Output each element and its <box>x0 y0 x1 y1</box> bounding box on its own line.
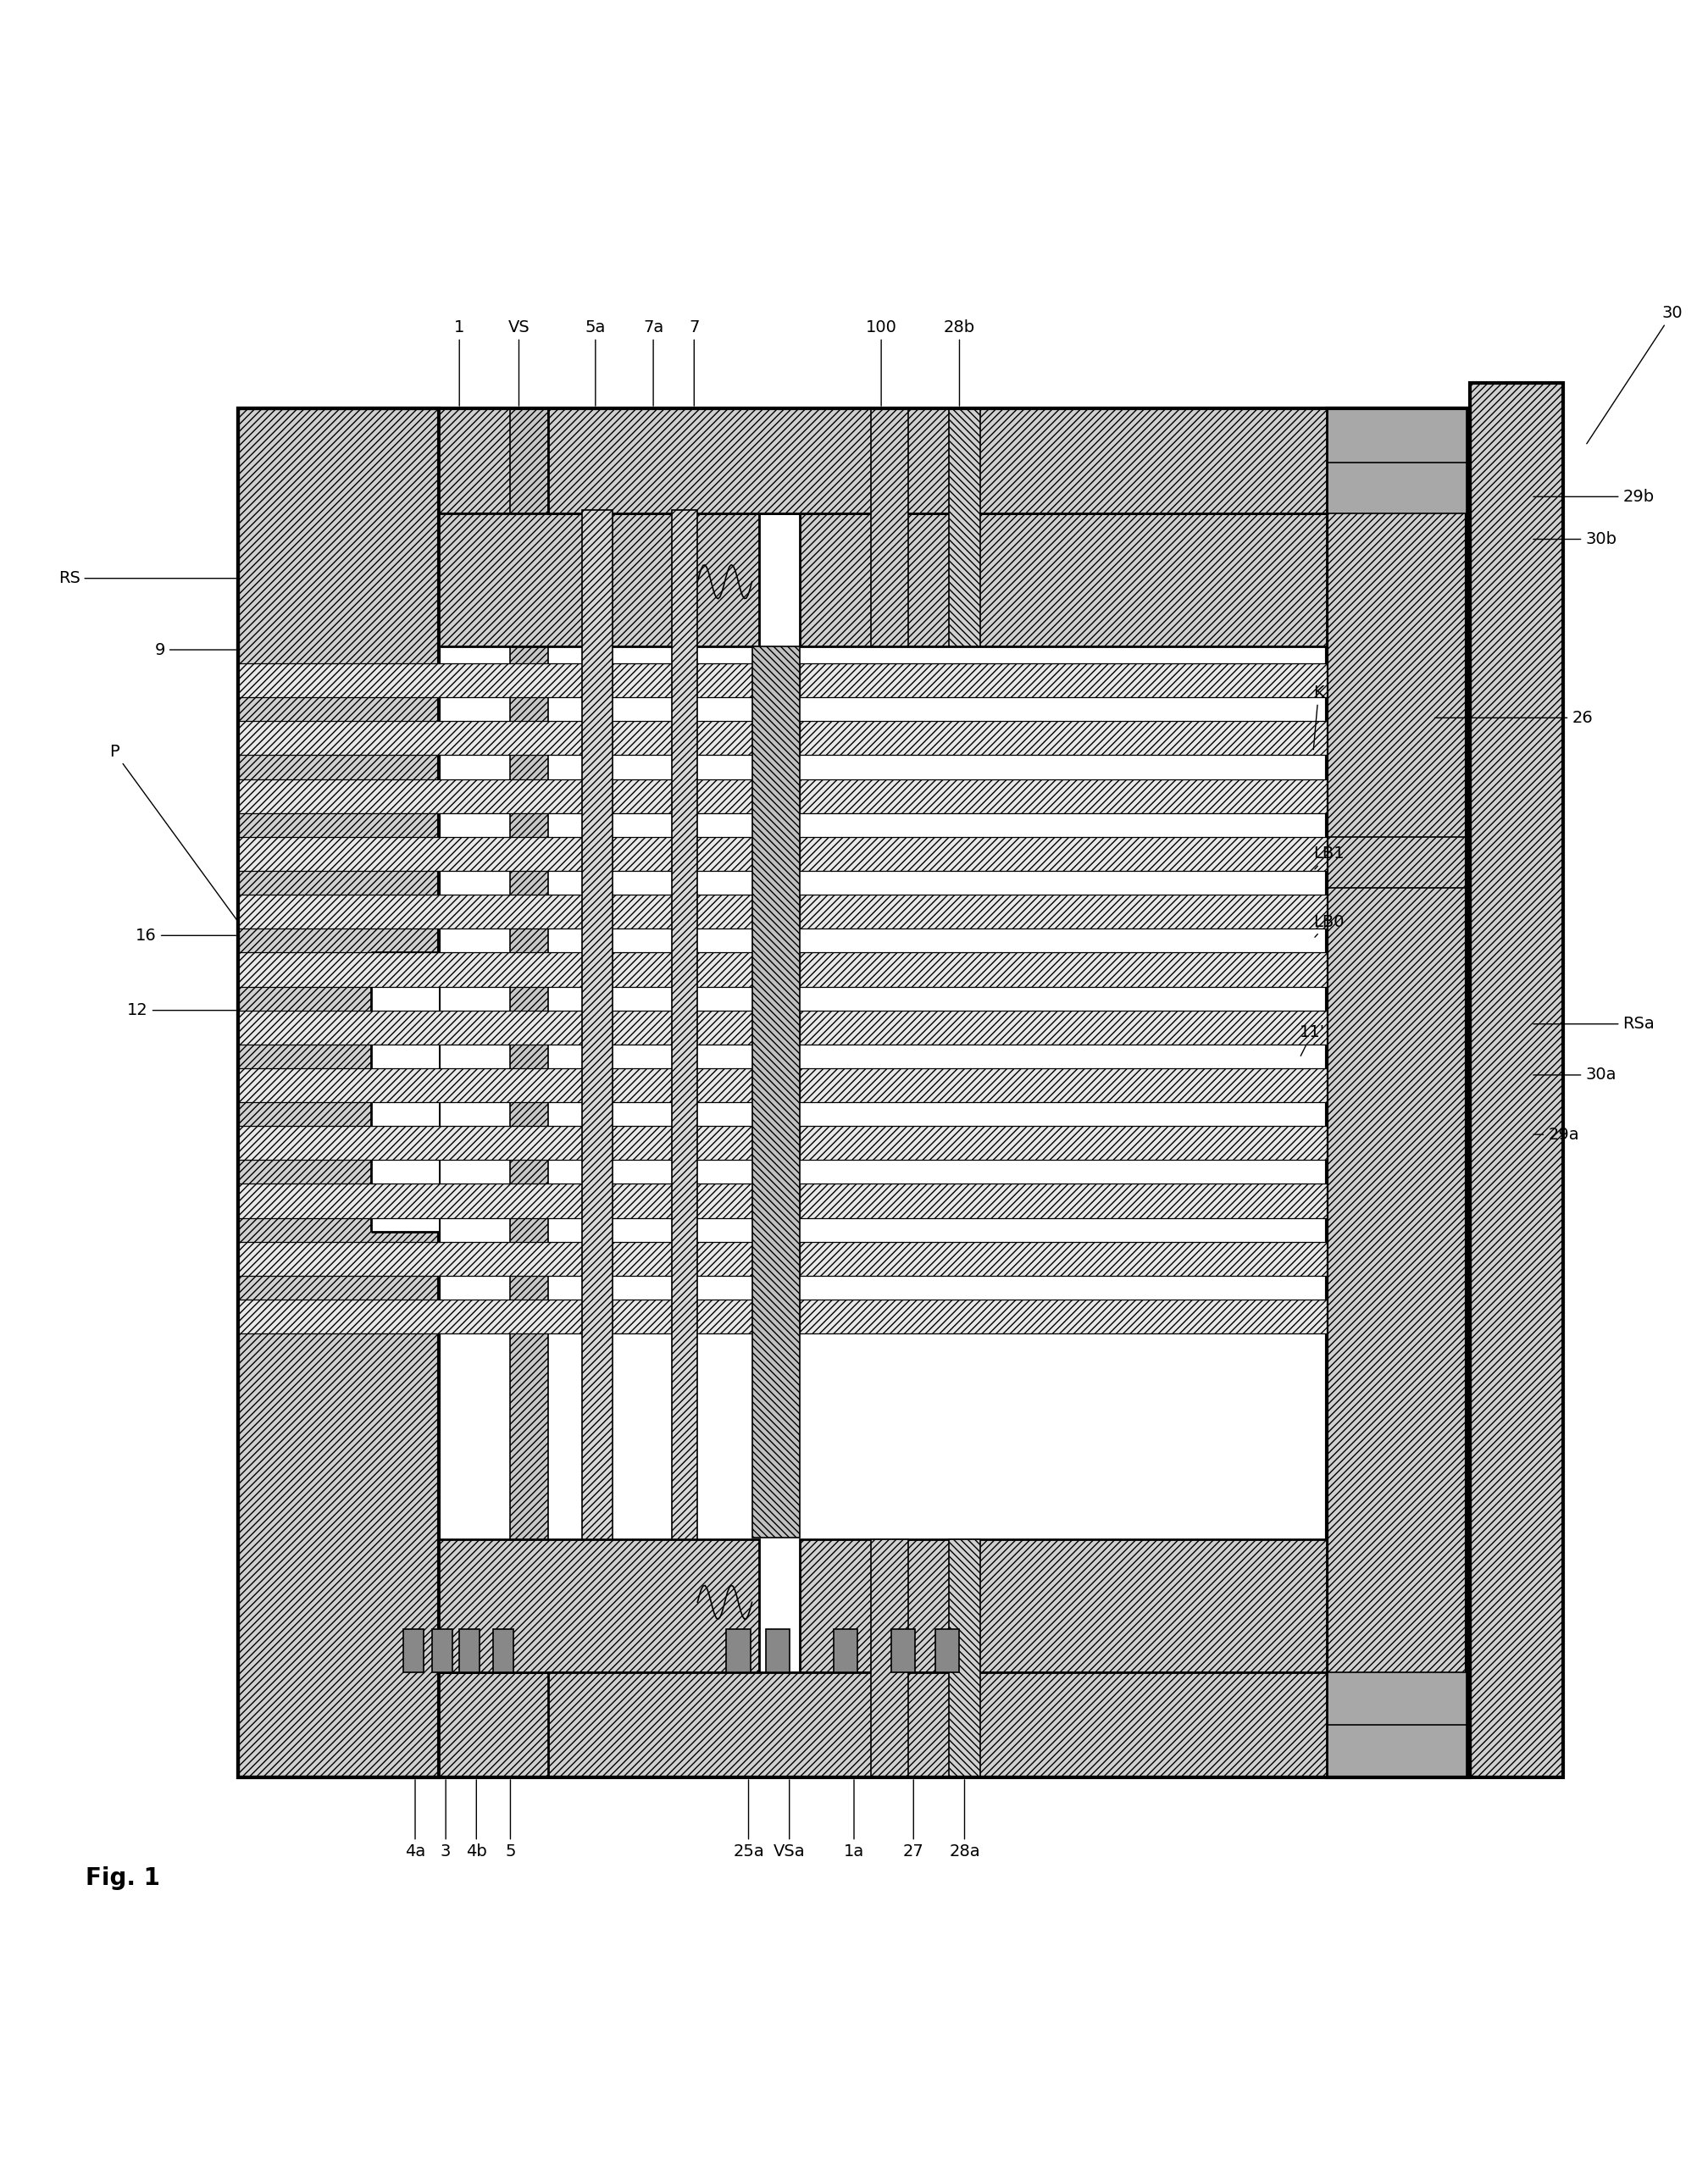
Bar <box>237 1243 752 1275</box>
Bar <box>459 1629 480 1673</box>
Text: 30a: 30a <box>1534 1068 1616 1083</box>
Text: 7a: 7a <box>642 319 664 406</box>
Bar <box>950 1673 980 1778</box>
Bar <box>237 780 752 812</box>
Text: 100: 100 <box>866 319 897 406</box>
Bar <box>799 895 1327 928</box>
Bar <box>871 408 909 513</box>
Text: 28b: 28b <box>945 319 975 406</box>
Bar <box>237 836 752 871</box>
Bar <box>871 408 909 646</box>
Bar <box>237 1127 752 1160</box>
Bar <box>892 1629 915 1673</box>
Bar <box>237 721 752 756</box>
Bar <box>403 1629 424 1673</box>
Bar <box>799 1184 1327 1219</box>
Bar <box>950 408 980 646</box>
Bar <box>799 780 1327 812</box>
Bar <box>237 1299 752 1334</box>
Text: 30: 30 <box>1587 306 1682 443</box>
Bar <box>799 1068 1327 1103</box>
Bar <box>799 1243 1327 1275</box>
Bar <box>439 1673 1327 1778</box>
Bar <box>950 1540 980 1778</box>
Text: P: P <box>109 745 237 919</box>
Bar <box>765 1629 789 1673</box>
Text: 27: 27 <box>904 1780 924 1861</box>
Bar <box>237 952 752 987</box>
Bar <box>494 1629 514 1673</box>
Bar <box>834 1629 857 1673</box>
Bar <box>237 664 752 697</box>
Text: 3: 3 <box>441 1780 451 1861</box>
Bar <box>799 513 1327 646</box>
Bar <box>1327 408 1467 1778</box>
Bar <box>237 1068 752 1103</box>
Bar <box>432 1629 453 1673</box>
Text: VSa: VSa <box>774 1780 804 1861</box>
Bar <box>439 513 758 646</box>
Text: 16: 16 <box>135 928 236 943</box>
Bar <box>799 836 1327 871</box>
Text: 11': 11' <box>1300 1024 1325 1055</box>
Text: 4a: 4a <box>405 1780 425 1861</box>
Bar <box>799 1299 1327 1334</box>
Bar <box>237 1184 752 1219</box>
Text: VS: VS <box>507 319 529 406</box>
Text: 5: 5 <box>506 1780 516 1861</box>
Bar <box>548 1673 1327 1778</box>
Bar <box>1471 382 1563 1778</box>
Text: 28a: 28a <box>950 1780 980 1861</box>
Text: K: K <box>1313 684 1324 749</box>
Text: 30b: 30b <box>1534 531 1617 548</box>
Bar <box>237 1011 752 1044</box>
Bar <box>237 895 752 928</box>
Text: 29a: 29a <box>1534 1127 1578 1142</box>
Bar <box>871 1540 909 1778</box>
Text: LB0: LB0 <box>1313 913 1344 937</box>
Text: LB1: LB1 <box>1313 845 1344 869</box>
Text: RSa: RSa <box>1534 1016 1655 1033</box>
Bar <box>1327 1673 1467 1778</box>
Bar <box>799 1011 1327 1044</box>
Bar <box>439 408 1327 513</box>
Text: 5a: 5a <box>586 319 606 406</box>
Bar <box>799 1540 1327 1673</box>
Bar <box>752 646 799 1538</box>
Text: 1: 1 <box>454 319 465 406</box>
Bar <box>511 408 548 1673</box>
Text: 9: 9 <box>155 642 236 657</box>
Text: 12: 12 <box>126 1002 236 1018</box>
Text: RS: RS <box>58 570 236 585</box>
Bar <box>548 408 1327 513</box>
Bar <box>582 511 613 1540</box>
Bar <box>439 1540 758 1673</box>
Bar <box>950 408 980 513</box>
Bar <box>237 408 1471 1778</box>
Bar <box>799 952 1327 987</box>
Text: 25a: 25a <box>733 1780 763 1861</box>
Bar <box>371 952 439 1232</box>
Bar <box>799 664 1327 697</box>
Bar <box>936 1629 960 1673</box>
Text: 26: 26 <box>1435 710 1594 725</box>
Bar <box>1327 408 1467 513</box>
Text: 7: 7 <box>688 319 699 406</box>
Text: 29b: 29b <box>1534 489 1655 505</box>
Bar <box>726 1629 750 1673</box>
Bar <box>799 1127 1327 1160</box>
Text: Fig. 1: Fig. 1 <box>85 1865 161 1889</box>
Text: 4b: 4b <box>466 1780 487 1861</box>
Bar <box>671 511 697 1540</box>
Bar <box>799 721 1327 756</box>
Bar <box>237 408 439 1778</box>
Text: 1a: 1a <box>844 1780 864 1861</box>
Bar <box>871 1673 909 1778</box>
